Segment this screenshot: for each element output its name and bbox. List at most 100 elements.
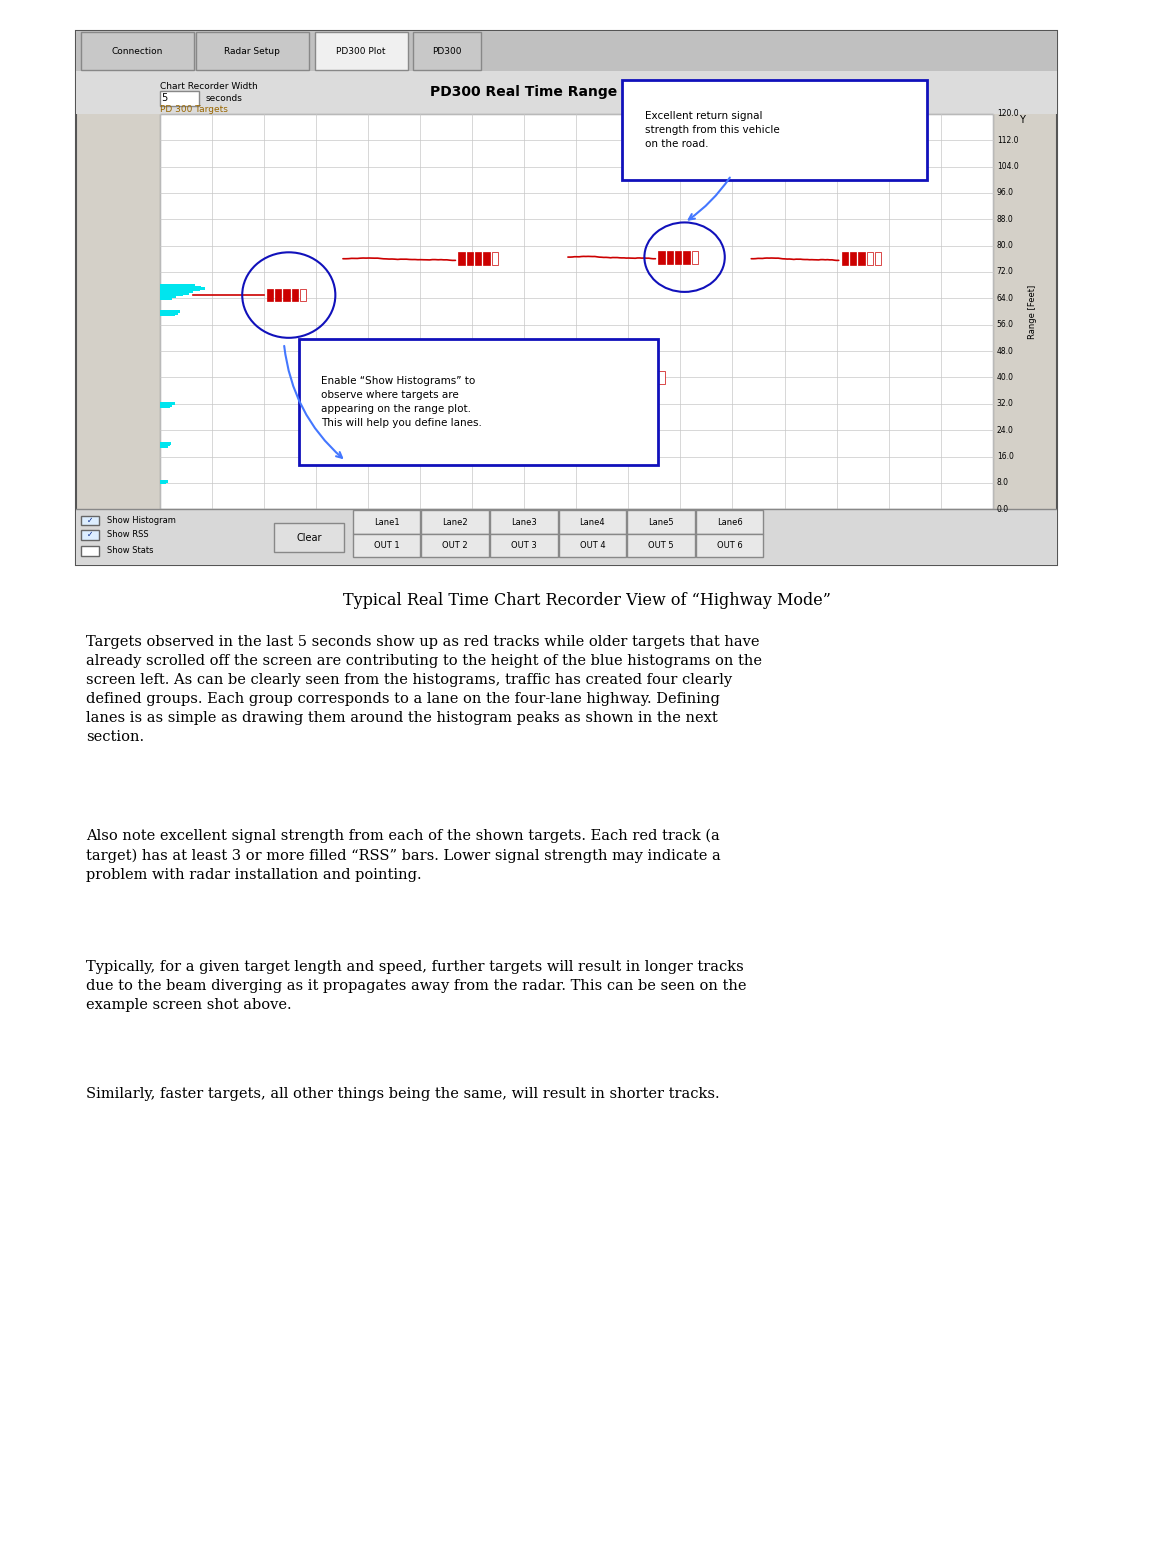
Bar: [160, 480, 168, 483]
Text: Targets observed in the last 5 seconds show up as red tracks while older targets: Targets observed in the last 5 seconds s…: [86, 635, 762, 744]
Bar: [650, 372, 656, 384]
Text: 80.0: 80.0: [997, 242, 1013, 249]
Text: 64.0: 64.0: [997, 294, 1014, 304]
Bar: [160, 441, 171, 445]
Bar: [659, 372, 664, 384]
Text: 104.0: 104.0: [997, 163, 1019, 170]
Text: 24.0: 24.0: [997, 426, 1013, 435]
Text: Typically, for a given target length and speed, further targets will result in l: Typically, for a given target length and…: [86, 960, 747, 1013]
Text: PD300 Real Time Range Chart Recorder: PD300 Real Time Range Chart Recorder: [431, 85, 742, 99]
Bar: [492, 252, 498, 265]
Bar: [160, 113, 993, 510]
FancyBboxPatch shape: [352, 534, 420, 558]
Text: 88.0: 88.0: [997, 215, 1013, 223]
Text: Radar Setup: Radar Setup: [224, 46, 281, 56]
Bar: [160, 294, 183, 296]
Text: Show RSS: Show RSS: [107, 530, 148, 539]
Text: Lane1: Lane1: [373, 517, 399, 527]
Bar: [160, 482, 167, 485]
Text: PD 300 Targets: PD 300 Targets: [160, 105, 228, 115]
Text: OUT 4: OUT 4: [580, 541, 606, 550]
FancyBboxPatch shape: [627, 510, 695, 534]
Bar: [858, 252, 865, 265]
Text: 5: 5: [162, 93, 168, 104]
Bar: [76, 510, 1057, 565]
Text: Enable “Show Histograms” to
observe where targets are
appearing on the range plo: Enable “Show Histograms” to observe wher…: [322, 376, 483, 429]
Bar: [467, 252, 473, 265]
FancyBboxPatch shape: [559, 510, 626, 534]
Bar: [160, 291, 193, 293]
Bar: [160, 446, 168, 448]
Bar: [850, 252, 856, 265]
Text: PD300 Plot: PD300 Plot: [336, 46, 386, 56]
Bar: [484, 252, 490, 265]
Text: Excellent return signal
strength from this vehicle
on the road.: Excellent return signal strength from th…: [645, 112, 780, 149]
Text: ✓: ✓: [87, 530, 93, 539]
Text: Lane6: Lane6: [717, 517, 742, 527]
FancyBboxPatch shape: [412, 33, 481, 70]
FancyBboxPatch shape: [696, 510, 763, 534]
Text: OUT 6: OUT 6: [717, 541, 742, 550]
FancyBboxPatch shape: [275, 524, 344, 551]
Text: seconds: seconds: [205, 94, 243, 102]
Text: ✓: ✓: [87, 516, 93, 525]
Text: 48.0: 48.0: [997, 347, 1013, 356]
Bar: [160, 296, 176, 297]
Bar: [842, 252, 848, 265]
Text: 112.0: 112.0: [997, 136, 1018, 144]
Bar: [475, 252, 481, 265]
FancyBboxPatch shape: [81, 33, 194, 70]
Bar: [160, 91, 198, 105]
Bar: [291, 288, 298, 302]
Bar: [625, 372, 632, 384]
Text: Connection: Connection: [112, 46, 163, 56]
Bar: [283, 288, 290, 302]
Bar: [458, 252, 465, 265]
Text: 96.0: 96.0: [997, 189, 1014, 197]
Bar: [160, 285, 201, 288]
Text: 40.0: 40.0: [997, 373, 1014, 383]
Bar: [81, 530, 99, 539]
Bar: [691, 251, 699, 263]
Text: Show Stats: Show Stats: [107, 547, 153, 556]
Text: 0.0: 0.0: [997, 505, 1008, 514]
Bar: [675, 251, 681, 263]
FancyBboxPatch shape: [622, 81, 927, 180]
Bar: [160, 287, 205, 290]
Bar: [160, 403, 175, 406]
Text: OUT 1: OUT 1: [373, 541, 399, 550]
Text: Lane4: Lane4: [580, 517, 606, 527]
Text: 32.0: 32.0: [997, 400, 1013, 409]
Text: Typical Real Time Chart Recorder View of “Highway Mode”: Typical Real Time Chart Recorder View of…: [343, 592, 831, 609]
Bar: [160, 310, 181, 313]
FancyBboxPatch shape: [490, 510, 558, 534]
FancyBboxPatch shape: [421, 534, 490, 558]
Bar: [266, 288, 274, 302]
Text: 120.0: 120.0: [997, 110, 1018, 118]
Text: Lane2: Lane2: [443, 517, 468, 527]
Bar: [875, 252, 882, 265]
FancyBboxPatch shape: [696, 534, 763, 558]
FancyBboxPatch shape: [421, 510, 490, 534]
Bar: [275, 288, 282, 302]
FancyBboxPatch shape: [315, 33, 407, 70]
FancyBboxPatch shape: [196, 33, 309, 70]
Text: Show Histogram: Show Histogram: [107, 516, 176, 525]
Text: OUT 5: OUT 5: [648, 541, 674, 550]
Text: Clear: Clear: [296, 533, 322, 542]
Bar: [160, 443, 169, 446]
Bar: [76, 71, 1057, 113]
Text: Range [Feet]: Range [Feet]: [1027, 285, 1037, 339]
Bar: [81, 516, 99, 525]
Bar: [659, 251, 664, 263]
Text: 8.0: 8.0: [997, 479, 1008, 488]
Text: OUT 3: OUT 3: [511, 541, 537, 550]
FancyBboxPatch shape: [490, 534, 558, 558]
Bar: [301, 288, 306, 302]
Bar: [866, 252, 873, 265]
Bar: [667, 251, 673, 263]
Text: Lane5: Lane5: [648, 517, 674, 527]
Bar: [633, 372, 640, 384]
Bar: [160, 404, 173, 407]
Text: 56.0: 56.0: [997, 321, 1014, 330]
